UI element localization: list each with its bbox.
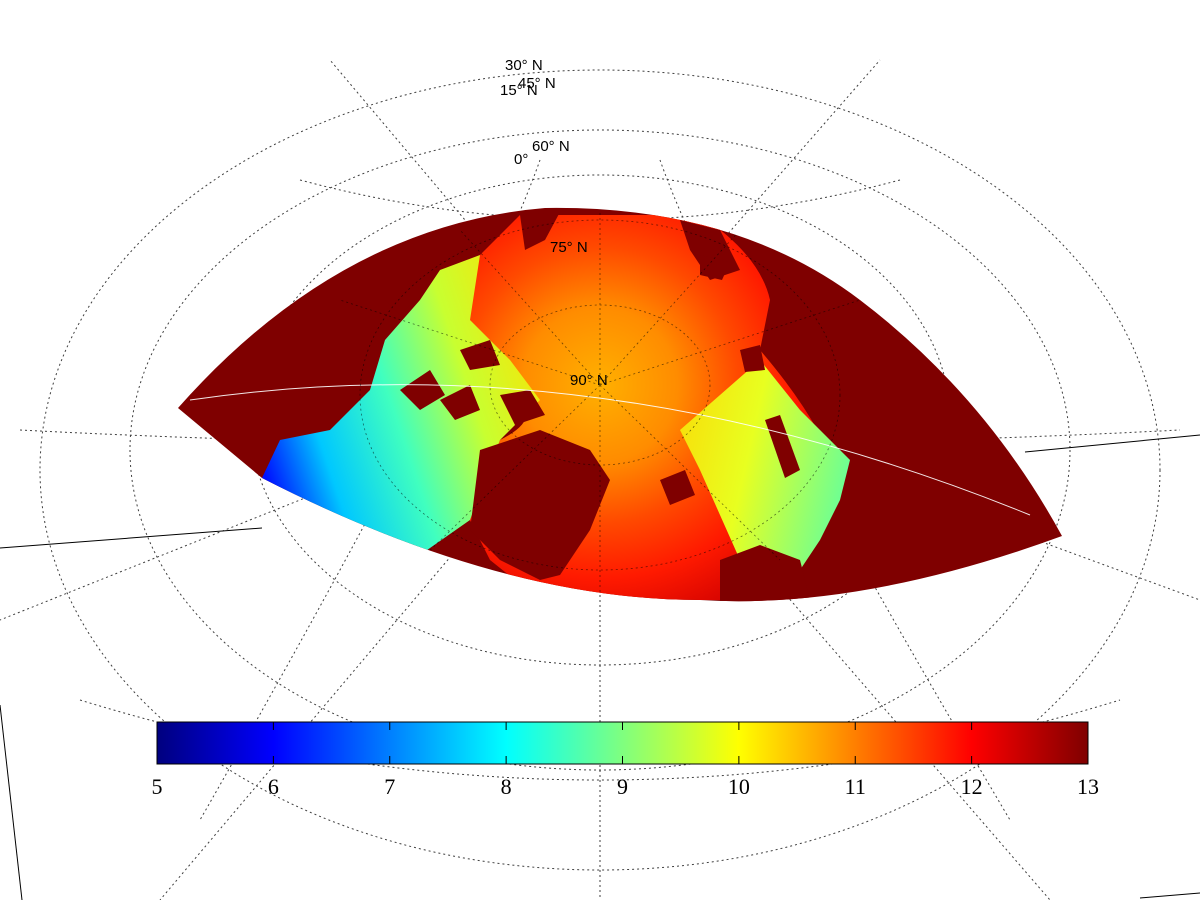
colorbar-tick-label: 12 [961, 774, 983, 799]
colorbar-tick-label: 5 [152, 774, 163, 799]
lat-label-90n: 90° N [570, 372, 608, 389]
lat-label-60n: 60° N [532, 138, 570, 155]
scandinavia-land [720, 545, 810, 602]
colorbar-tick-label: 6 [268, 774, 279, 799]
colorbar: 5 6 7 8 9 10 11 12 13 [152, 721, 1099, 799]
axis-lines [0, 434, 1200, 900]
lat-label-30n: 30° N [505, 57, 543, 74]
colorbar-tick-label: 8 [501, 774, 512, 799]
archipelago-islands [385, 212, 800, 478]
greenland-land [470, 430, 610, 580]
lat-label-75n: 75° N [550, 239, 588, 256]
meridian-line [189, 384, 1031, 516]
colorbar-ticks: 5 6 7 8 9 10 11 12 13 [152, 722, 1099, 799]
lat-label-45n: 45° N [518, 75, 556, 92]
lat-label-0: 0° [514, 151, 528, 168]
colorbar-tick-label: 10 [728, 774, 750, 799]
east-shelf-field [680, 360, 850, 570]
colorbar-tick-label: 13 [1077, 774, 1099, 799]
colorbar-tick-label: 7 [384, 774, 395, 799]
lens-graticule [339, 210, 861, 600]
lat-label-15n: 15° N [500, 82, 538, 99]
west-cold-field [262, 255, 540, 555]
colorbar-tick-label: 9 [617, 774, 628, 799]
colorbar-tick-label: 11 [845, 774, 866, 799]
svalbard-land [660, 470, 695, 505]
